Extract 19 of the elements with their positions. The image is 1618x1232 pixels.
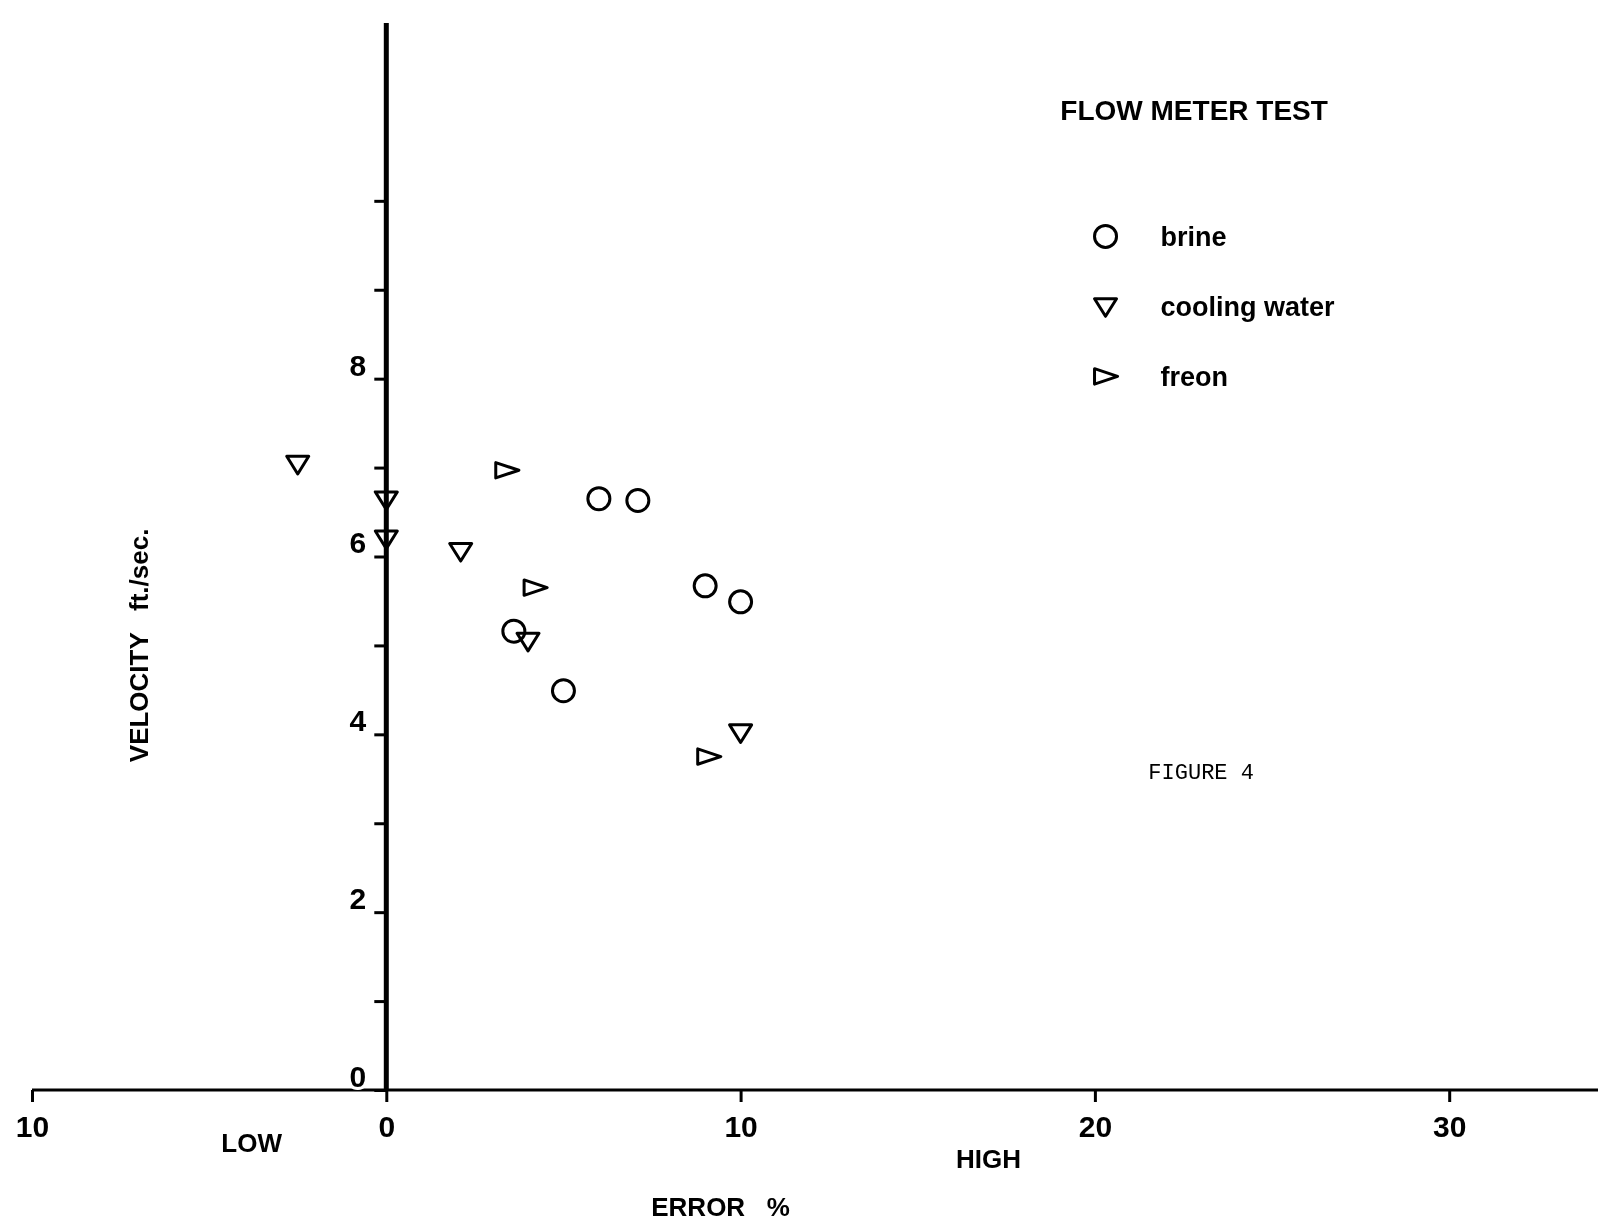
x-tick-label: 10 <box>15 1110 50 1144</box>
x-axis-title: ERROR % <box>651 1192 790 1222</box>
text: FLOW METER TEST <box>1060 95 1328 126</box>
legend-label: freon <box>1160 361 1229 392</box>
x-tick-label: 20 <box>1078 1110 1113 1144</box>
x-tick-label: 30 <box>1433 1110 1467 1144</box>
x-tick-label: 0 <box>378 1110 396 1144</box>
y-tick-label: 0 <box>349 1059 367 1093</box>
y-tick-label: 6 <box>349 526 367 560</box>
x-tick-label: 10 <box>724 1110 758 1144</box>
y-tick-label: 4 <box>349 704 367 738</box>
text: HIGH <box>956 1144 1022 1174</box>
y-tick-label: 2 <box>349 882 367 916</box>
annotation: FIGURE 4 <box>1148 760 1254 786</box>
y-axis-title: VELOCITY ft./sec. <box>124 528 154 763</box>
y-tick-label: 8 <box>349 348 367 382</box>
legend-label: cooling water <box>1160 291 1336 322</box>
text: LOW <box>221 1128 283 1158</box>
legend-label: brine <box>1160 221 1227 252</box>
